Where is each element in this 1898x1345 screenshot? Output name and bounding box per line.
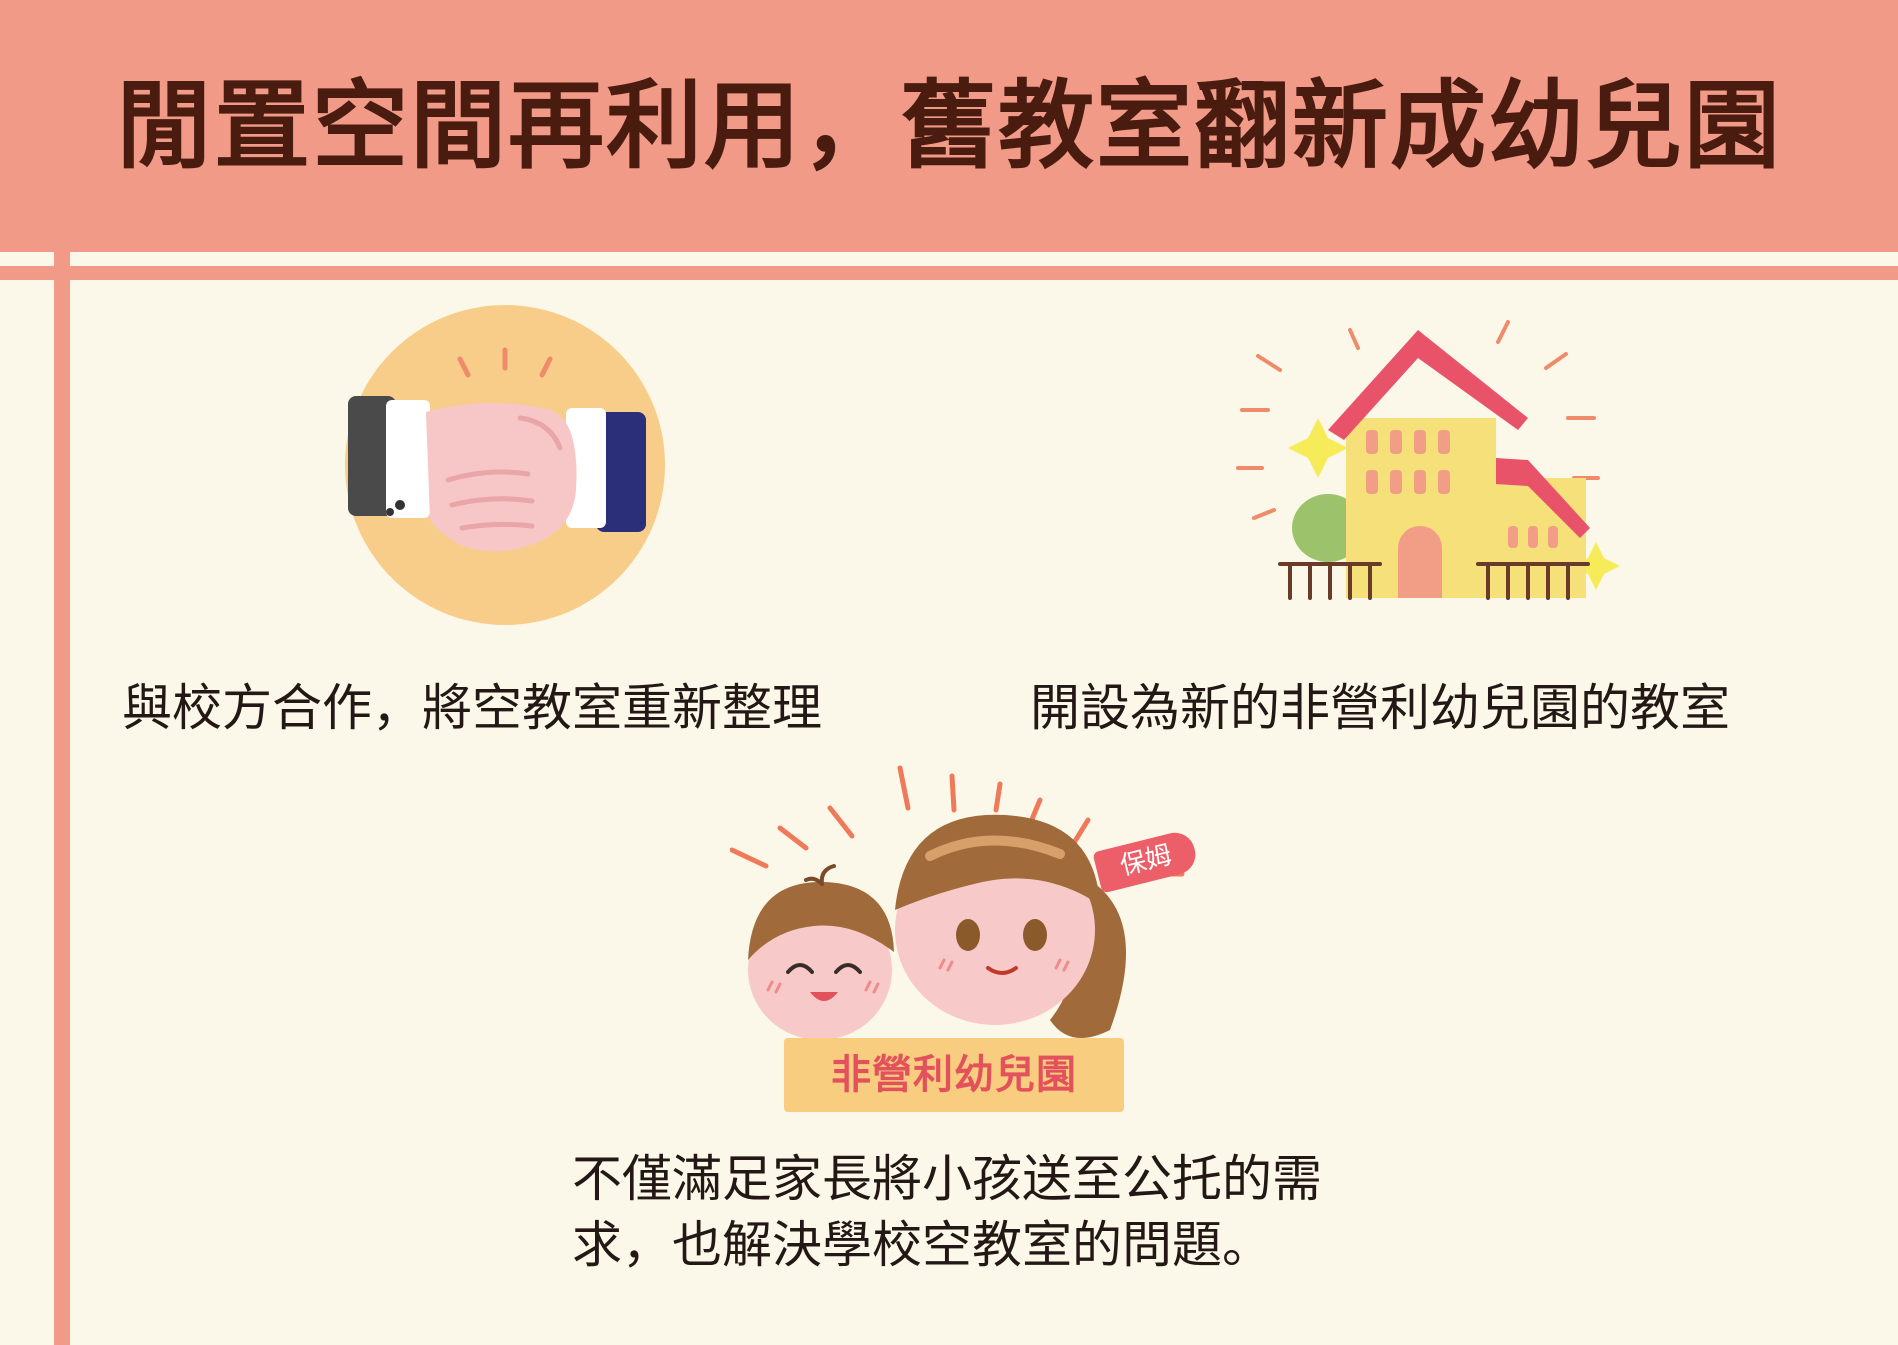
school-building-icon <box>1236 320 1620 600</box>
caption-benefits: 不僅滿足家長將小孩送至公托的需求，也解決學校空教室的問題。 <box>572 1150 1322 1274</box>
handshake-icon <box>345 305 665 625</box>
caption-cooperate-with-school: 與校方合作，將空教室重新整理 <box>122 679 822 737</box>
tag-label: 非營利幼兒園 <box>831 1052 1077 1098</box>
header-banner: 閒置空間再利用，舊教室翻新成幼兒園 <box>0 0 1898 252</box>
nonprofit-kindergarten-tag: 非營利幼兒園 <box>784 1038 1124 1112</box>
nanny-and-child-icon <box>730 765 1185 1040</box>
vertical-divider <box>54 252 70 1345</box>
caption-open-classroom: 開設為新的非營利幼兒園的教室 <box>1030 679 1730 737</box>
page-title: 閒置空間再利用，舊教室翻新成幼兒園 <box>116 70 1782 182</box>
horizontal-divider <box>0 266 1898 280</box>
